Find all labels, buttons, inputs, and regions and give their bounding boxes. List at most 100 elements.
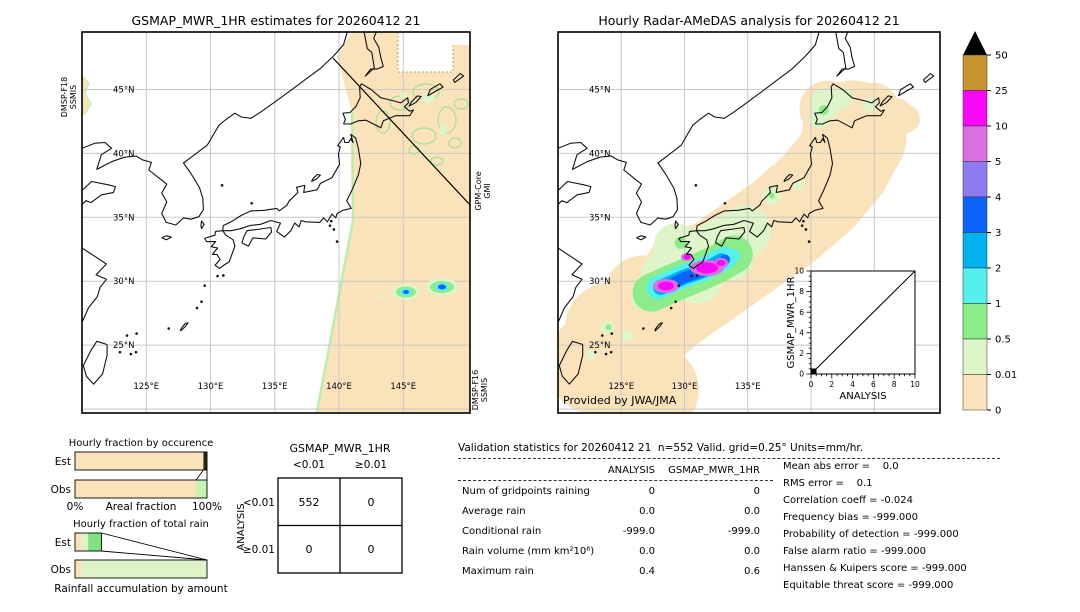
coastline <box>342 83 415 129</box>
x-axis-label: Areal fraction <box>106 501 177 513</box>
coastline <box>695 133 834 238</box>
validation-row-gsmap-value: 0.6 <box>744 566 760 577</box>
validation-row-label: Conditional rain <box>462 526 542 537</box>
island-dot <box>222 274 225 277</box>
island-dot <box>694 184 698 187</box>
validation-stat-line: RMS error = 0.1 <box>783 478 873 489</box>
colorbar-overflow-triangle <box>963 31 987 55</box>
lat-label: 35°N <box>113 213 134 223</box>
totalrain-row-label-obs: Obs <box>51 564 71 576</box>
coastline <box>558 180 592 205</box>
contingency-cell-value: 0 <box>306 543 313 556</box>
island-dot <box>200 300 203 303</box>
island-dot <box>335 240 339 243</box>
coastline <box>558 247 583 323</box>
island-dot <box>804 228 808 231</box>
rain-1-patch <box>727 249 740 262</box>
validation-row-label: Average rain <box>462 506 526 517</box>
island-dot <box>134 350 138 354</box>
dmsp-f16-swath <box>317 32 470 412</box>
colorbar-tick-label: 2 <box>995 264 1001 275</box>
bar-outline <box>74 559 208 579</box>
light-rain-contour <box>453 98 469 110</box>
left-map: 45°N 40°N 35°N 30°N 25°N 125°E 130°E 135°E 140°E… <box>81 31 471 414</box>
validation-title: Validation statistics for 20260412 21 n=… <box>458 442 864 454</box>
validation-row-analysis-value: -999.0 <box>622 526 655 537</box>
validation-stat-line: Hanssen & Kuipers score = -999.000 <box>783 563 967 574</box>
rain-0p01-patch <box>585 350 596 361</box>
validation-col-gsmap: GSMAP_MWR_1HR <box>668 465 760 476</box>
totalrain-title: Hourly fraction of total rain <box>73 519 209 530</box>
validation-stat-line: Frequency bias = -999.000 <box>783 512 918 523</box>
sensor-label-dmsp-f16: DMSP-F16SSMIS <box>471 370 489 410</box>
right-map-title: Hourly Radar-AMeDAS analysis for 2026041… <box>598 13 899 28</box>
contingency-row-label-ge: ≥0.01 <box>243 544 275 556</box>
island-dot <box>674 300 677 303</box>
validation-row-analysis-value: 0.0 <box>639 546 655 557</box>
rain-0p5-patch <box>768 192 775 199</box>
validation-row-gsmap-value: 0.0 <box>744 506 760 517</box>
light-rain-patch <box>400 92 408 98</box>
swath-west-edge <box>315 111 355 413</box>
x-max-label: 100% <box>192 501 222 513</box>
island-dot <box>135 332 138 335</box>
light-rain-contour <box>411 127 437 145</box>
inset-y-tick-label: 4 <box>799 328 804 337</box>
map-credit: Provided by JWA/JMA <box>563 394 677 407</box>
lat-label: 45°N <box>589 86 610 96</box>
bar-segment <box>203 452 207 470</box>
colorbar-tick-label: 5 <box>995 157 1001 168</box>
colorbar-segment <box>962 303 988 340</box>
coastline <box>200 220 205 230</box>
colorbar-segment <box>962 90 988 127</box>
colorbar-tick-label: 25 <box>995 86 1008 97</box>
coastline <box>161 235 172 241</box>
lat-label: 30°N <box>589 277 610 287</box>
colorbar-segment <box>962 161 988 198</box>
bar-outline <box>74 451 208 471</box>
totalrain-row-label-est: Est <box>55 537 71 549</box>
divider-dashed-top <box>458 458 1000 459</box>
colorbar-tick-label: 10 <box>995 122 1008 133</box>
lat-label: 40°N <box>113 149 134 159</box>
bar-segment <box>75 452 204 470</box>
rain-speck <box>378 294 384 300</box>
validation-stat-line: False alarm ratio = -999.000 <box>783 546 926 557</box>
island-dot <box>118 350 122 354</box>
coastline <box>452 72 465 83</box>
contingency-table: GSMAP_MWR_1HR <0.01 ≥0.01 ANALYSIS <0.01… <box>236 442 403 574</box>
bar-connector-line <box>195 469 204 481</box>
colorbar-segment <box>962 338 988 375</box>
bar-segment <box>75 480 197 498</box>
totalrain-footer: Rainfall accumulation by amount <box>54 583 227 595</box>
rain-0p5-patch <box>674 236 687 249</box>
inset-y-axis-label: GSMAP_MWR_1HR <box>786 277 797 369</box>
inset-x-tick-label: 2 <box>829 380 834 389</box>
contingency-col-label-lt: <0.01 <box>293 459 325 471</box>
contingency-title: GSMAP_MWR_1HR <box>289 442 390 455</box>
lon-label: 135°E <box>735 382 761 392</box>
coastline <box>241 226 273 247</box>
sensor-label-dmsp-f18: DMSP-F18SSMIS <box>60 77 78 117</box>
inset-x-tick-label: 4 <box>850 380 855 389</box>
light-rain-contour <box>430 156 444 166</box>
island-dot <box>690 274 693 278</box>
island-dot <box>328 224 332 227</box>
colorbar-tick-label: 4 <box>995 193 1001 204</box>
rain-0p01-patch <box>830 86 853 109</box>
light-rain-contour <box>448 137 462 149</box>
inset-y-tick-label: 0 <box>799 370 804 379</box>
contingency-cells: 552 0 0 0 <box>277 477 403 574</box>
inset-x-tick-label: 0 <box>809 380 814 389</box>
coastline <box>179 322 189 332</box>
island-dot <box>695 274 699 277</box>
validation-row-gsmap-value: 0 <box>753 486 760 497</box>
right-map: 45°N 40°N 35°N 30°N 25°N 125°E 130°E 135°E <box>557 31 941 414</box>
island-dot <box>642 327 645 330</box>
island-dot <box>329 219 333 223</box>
coastline <box>897 83 915 97</box>
colorbar-segment <box>962 232 988 269</box>
coastline <box>636 235 647 241</box>
validation-row-analysis-value: 0.0 <box>639 506 655 517</box>
coastline <box>310 173 321 182</box>
